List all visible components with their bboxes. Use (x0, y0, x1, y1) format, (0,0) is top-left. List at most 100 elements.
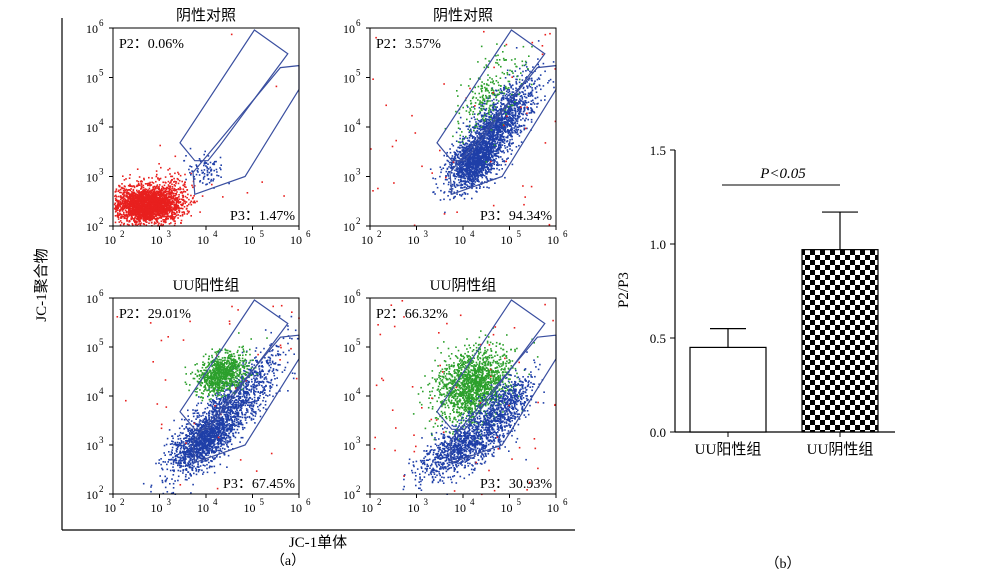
significance-label: P<0.05 (759, 166, 806, 182)
x-tick-label: 10 (151, 233, 163, 247)
y-tick-label: 10 (86, 171, 98, 185)
bar-y-tick-label: 1.0 (650, 237, 666, 252)
y-tick-exponent: 2 (356, 484, 361, 494)
y-tick-exponent: 6 (99, 18, 104, 28)
x-tick-exponent: 6 (563, 497, 568, 507)
panel-a-ylabel: JC-1聚合物 (33, 248, 50, 321)
y-tick-exponent: 3 (99, 167, 104, 177)
bar-y-tick-label: 0.0 (650, 425, 666, 440)
x-tick-exponent: 5 (517, 229, 522, 239)
bar-category-label: UU阳性组 (695, 441, 762, 458)
p2-gate (436, 29, 546, 162)
event-dots (116, 304, 300, 495)
x-tick-exponent: 6 (563, 229, 568, 239)
x-tick-exponent: 2 (377, 497, 382, 507)
x-tick-exponent: 2 (120, 229, 125, 239)
x-tick-label: 10 (151, 501, 163, 515)
x-tick-label: 10 (244, 501, 256, 515)
plot-title: 阴性对照 (176, 7, 236, 24)
plot-title: UU阳性组 (173, 277, 240, 294)
p2-gate (179, 299, 289, 430)
x-tick-exponent: 4 (213, 229, 218, 239)
y-tick-exponent: 4 (356, 386, 361, 396)
x-tick-exponent: 3 (424, 229, 429, 239)
y-tick-label: 10 (86, 390, 98, 404)
x-tick-label: 10 (104, 233, 116, 247)
x-tick-label: 10 (547, 233, 559, 247)
bar (801, 249, 879, 433)
y-tick-exponent: 6 (356, 18, 361, 28)
y-tick-exponent: 2 (356, 216, 361, 226)
p2-label: P2：66.32% (376, 307, 448, 322)
x-tick-label: 10 (547, 501, 559, 515)
y-tick-label: 10 (86, 488, 98, 502)
panel-b-caption: （b） (766, 556, 801, 572)
x-tick-label: 10 (290, 501, 302, 515)
x-tick-label: 10 (501, 233, 513, 247)
x-tick-exponent: 2 (120, 497, 125, 507)
x-tick-label: 10 (454, 501, 466, 515)
bar-y-tick-label: 1.5 (650, 143, 666, 158)
p3-label: P3：94.34% (480, 209, 552, 224)
x-tick-label: 10 (361, 501, 373, 515)
x-tick-exponent: 5 (260, 497, 265, 507)
y-tick-label: 10 (86, 220, 98, 234)
bar-y-tick-label: 0.5 (650, 331, 666, 346)
y-tick-exponent: 5 (356, 337, 361, 347)
plot-frame (112, 297, 300, 495)
p2-gate (436, 299, 546, 430)
y-tick-label: 10 (343, 220, 355, 234)
x-tick-label: 10 (454, 233, 466, 247)
y-tick-label: 10 (86, 72, 98, 86)
y-tick-exponent: 3 (99, 435, 104, 445)
y-tick-exponent: 5 (99, 68, 104, 78)
y-tick-exponent: 6 (356, 288, 361, 298)
p2-label: P2：0.06% (119, 37, 184, 52)
y-tick-exponent: 5 (356, 68, 361, 78)
y-tick-exponent: 3 (356, 435, 361, 445)
x-tick-label: 10 (361, 233, 373, 247)
y-tick-exponent: 3 (356, 167, 361, 177)
y-tick-label: 10 (86, 22, 98, 36)
p2-label: P2：29.01% (119, 307, 191, 322)
y-tick-label: 10 (86, 341, 98, 355)
bar-category-label: UU阴性组 (807, 441, 874, 458)
x-tick-exponent: 6 (306, 229, 311, 239)
event-dots (370, 30, 557, 227)
x-tick-exponent: 6 (306, 497, 311, 507)
x-tick-label: 10 (197, 233, 209, 247)
bar (689, 346, 767, 433)
event-dots (113, 33, 285, 227)
y-tick-exponent: 2 (99, 216, 104, 226)
x-tick-exponent: 3 (424, 497, 429, 507)
x-tick-exponent: 3 (167, 229, 172, 239)
y-tick-label: 10 (86, 292, 98, 306)
p3-gate (192, 64, 300, 196)
event-dots (373, 300, 556, 496)
p3-label: P3：30.93% (480, 477, 552, 492)
y-tick-label: 10 (343, 488, 355, 502)
x-tick-exponent: 4 (470, 497, 475, 507)
x-tick-exponent: 4 (213, 497, 218, 507)
plot-title: 阴性对照 (433, 7, 493, 24)
y-tick-label: 10 (343, 390, 355, 404)
x-tick-label: 10 (501, 501, 513, 515)
p3-label: P3：67.45% (223, 477, 295, 492)
y-tick-label: 10 (86, 439, 98, 453)
x-tick-label: 10 (408, 501, 420, 515)
p2-label: P2：3.57% (376, 37, 441, 52)
x-tick-exponent: 5 (517, 497, 522, 507)
plot-title: UU阴性组 (430, 277, 497, 294)
y-tick-label: 10 (343, 439, 355, 453)
y-tick-exponent: 4 (99, 386, 104, 396)
y-tick-label: 10 (343, 341, 355, 355)
y-tick-exponent: 5 (99, 337, 104, 347)
x-tick-exponent: 5 (260, 229, 265, 239)
x-tick-label: 10 (290, 233, 302, 247)
x-tick-label: 10 (408, 233, 420, 247)
y-tick-exponent: 4 (99, 117, 104, 127)
